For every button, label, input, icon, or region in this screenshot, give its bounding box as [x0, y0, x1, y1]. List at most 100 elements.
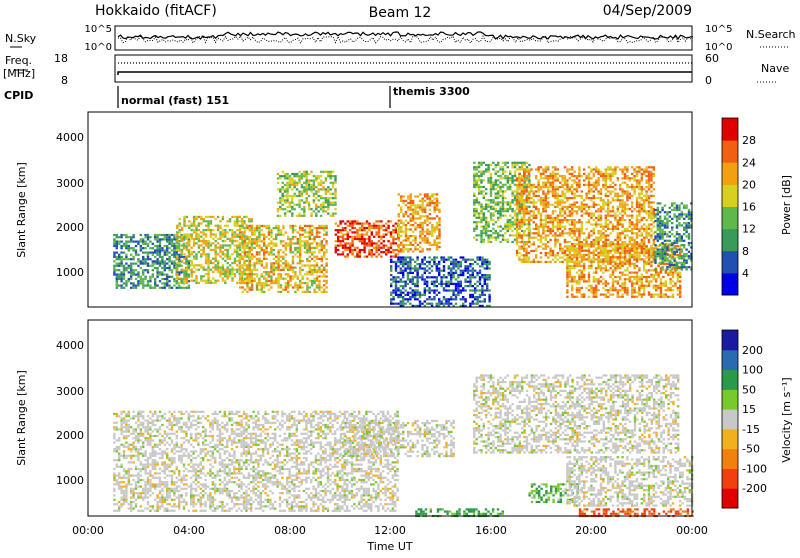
- power-cells-cell-5: [417, 206, 419, 208]
- power-cells-cell-7: [502, 190, 504, 192]
- power-cells-cell-2: [318, 289, 320, 291]
- power-cells-cell-8: [516, 234, 518, 236]
- power-cells-cell-1: [191, 280, 193, 282]
- power-cells-cell-3: [325, 177, 327, 179]
- power-cells-cell-7: [478, 221, 480, 223]
- power-cells-cell-1: [234, 225, 236, 227]
- power-cells-cell-4: [359, 256, 361, 258]
- power-cells-cell-4: [361, 229, 363, 231]
- power-cells-cell-3: [286, 175, 288, 177]
- power-cells-cell-5: [438, 224, 440, 226]
- power-cells-cell-7: [478, 217, 480, 219]
- power-cells-cell-8: [597, 204, 599, 206]
- power-cells-cell-2: [313, 256, 315, 258]
- power-cells-cell-2: [301, 278, 303, 280]
- power-cells-cell-8: [621, 241, 623, 243]
- power-cells-cell-2: [292, 251, 294, 253]
- power-cells-cell-0: [135, 249, 137, 251]
- power-cells-cell-6: [409, 278, 411, 280]
- power-cells-cell-4: [366, 242, 368, 244]
- power-cells-cell-2: [304, 240, 306, 242]
- power-cells-cell-3: [298, 171, 300, 173]
- power-cells-cell-1: [207, 227, 209, 229]
- power-cells-cell-2: [275, 278, 277, 280]
- power-cells-cell-8: [648, 248, 650, 250]
- power-cells-cell-2: [325, 249, 327, 251]
- power-cells-cell-6: [395, 263, 397, 265]
- power-cells-cell-8: [530, 219, 532, 221]
- power-cells-cell-1: [205, 229, 207, 231]
- power-cells-cell-2: [325, 225, 327, 227]
- power-cells-cell-1: [200, 231, 202, 233]
- power-cells-cell-8: [605, 230, 607, 232]
- power-cells-cell-5: [436, 226, 438, 228]
- power-cells-cell-8: [631, 188, 633, 190]
- power-cells-cell-7: [487, 221, 489, 223]
- power-cells-cell-8: [573, 223, 575, 225]
- power-cells-cell-5: [419, 215, 421, 217]
- power-cells-cell-1: [195, 225, 197, 227]
- power-cells-cell-8: [617, 199, 619, 201]
- power-cells-cell-4: [356, 238, 358, 240]
- power-cells-cell-6: [448, 265, 450, 267]
- power-cells-cell-8: [636, 182, 638, 184]
- power-cells-cell-5: [407, 235, 409, 237]
- power-cells-cell-3: [301, 177, 303, 179]
- power-cells-cell-7: [507, 239, 509, 241]
- power-cells-cell-8: [614, 219, 616, 221]
- power-cells-cell-4: [368, 245, 370, 247]
- power-cells-cell-8: [547, 221, 549, 223]
- power-cells-cell-7: [480, 206, 482, 208]
- power-cells-cell-1: [239, 216, 241, 218]
- power-cells-cell-0: [180, 256, 182, 258]
- power-cells-cell-8: [552, 179, 554, 181]
- power-cells-cell-1: [181, 251, 183, 253]
- power-cells-cell-6: [390, 300, 392, 302]
- power-cells-cell-4: [390, 247, 392, 249]
- power-cells-cell-7: [487, 237, 489, 239]
- power-cells-cell-7: [485, 219, 487, 221]
- power-cells-cell-8: [597, 179, 599, 181]
- power-cells-cell-2: [323, 229, 325, 231]
- power-cells-cell-0: [144, 260, 146, 262]
- power-cells-cell-8: [588, 243, 590, 245]
- power-cells-cell-2: [273, 271, 275, 273]
- power-cells-cell-8: [590, 241, 592, 243]
- power-cells-cell-0: [137, 280, 139, 282]
- power-cells-cell-8: [554, 197, 556, 199]
- power-cells-cell-2: [292, 267, 294, 269]
- power-cells-cell-6: [443, 259, 445, 261]
- power-cells-cell-4: [387, 225, 389, 227]
- power-cells-cell-6: [476, 259, 478, 261]
- power-cells-cell-8: [557, 230, 559, 232]
- power-cells-cell-8: [595, 226, 597, 228]
- power-cells-cell-6: [431, 303, 433, 305]
- power-cells-cell-6: [390, 278, 392, 280]
- power-cells-cell-1: [205, 240, 207, 242]
- power-cells-cell-6: [452, 276, 454, 278]
- power-cells-cell-1: [203, 231, 205, 233]
- power-cells-cell-8: [564, 241, 566, 243]
- power-cells-cell-2: [258, 229, 260, 231]
- power-cells-cell-0: [132, 282, 134, 284]
- power-cells-cell-8: [583, 204, 585, 206]
- power-cells-cell-1: [203, 266, 205, 268]
- power-cells-cell-8: [549, 248, 551, 250]
- power-cells-cell-5: [417, 224, 419, 226]
- power-cells-cell-7: [483, 186, 485, 188]
- power-cells-cell-7: [490, 186, 492, 188]
- power-cells-cell-8: [561, 261, 563, 263]
- power-cells-cell-6: [407, 294, 409, 296]
- power-cells-cell-8: [561, 248, 563, 250]
- power-cells-cell-7: [492, 215, 494, 217]
- power-cells-cell-8: [540, 175, 542, 177]
- power-cells-cell-4: [335, 245, 337, 247]
- power-cells-cell-0: [159, 234, 161, 236]
- power-cells-cell-1: [183, 238, 185, 240]
- power-cells-cell-1: [203, 275, 205, 277]
- power-cells-cell-6: [421, 263, 423, 265]
- power-cells-cell-8: [617, 210, 619, 212]
- power-cells-cell-8: [557, 197, 559, 199]
- power-cells-cell-3: [301, 193, 303, 195]
- power-cells-cell-3: [330, 188, 332, 190]
